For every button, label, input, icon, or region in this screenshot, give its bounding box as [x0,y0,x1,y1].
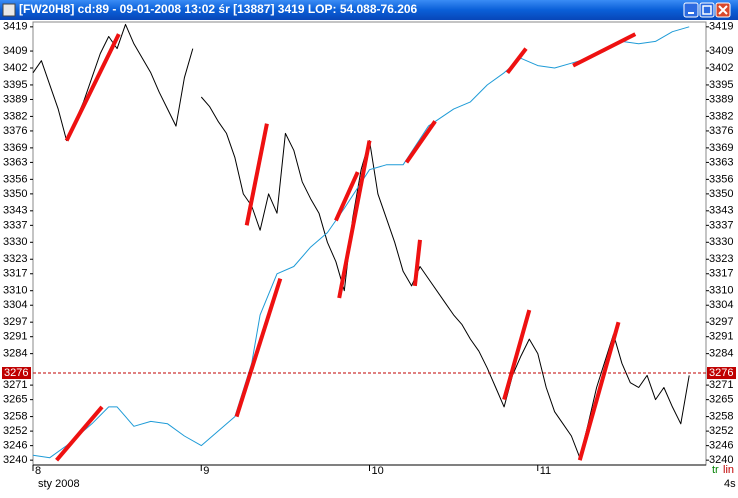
y-tick-label-right: 3382 [709,110,733,122]
y-tick-label-right: 3240 [709,454,733,466]
y-tick-label: 3409 [3,45,27,57]
trendline [244,123,269,226]
y-tick-label: 3389 [3,93,27,105]
maximize-button[interactable] [699,2,715,18]
last-price-box-left-label: 3276 [4,367,28,379]
y-tick-label-right: 3330 [709,236,733,248]
price-line [32,23,690,459]
trendline [577,321,621,461]
y-tick-label-right: 3402 [709,62,733,74]
x-period-label: sty 2008 [38,478,80,490]
last-price-box-right [707,367,736,380]
y-tick-label: 3246 [3,440,27,452]
trendline [404,120,437,164]
interval-indicator: 4s [724,478,736,490]
y-tick-label: 3265 [3,394,27,406]
y-tick-label: 3350 [3,188,27,200]
window-icon [2,3,16,17]
y-tick-label: 3402 [3,62,27,74]
last-price-box-right-label: 3276 [709,367,733,379]
y-tick-label-right: 3419 [709,21,733,33]
y-tick-label-right: 3356 [709,173,733,185]
minimize-button[interactable] [683,2,699,18]
y-tick-label: 3356 [3,173,27,185]
y-tick-label-right: 3337 [709,219,733,231]
y-tick-label-right: 3376 [709,125,733,137]
y-tick-label: 3252 [3,425,27,437]
y-tick-label: 3363 [3,156,27,168]
trendline [55,405,104,462]
y-tick-label: 3395 [3,79,27,91]
x-tick-label: 10 [372,465,384,477]
y-tick-label-right: 3343 [709,205,733,217]
y-tick-label-right: 3246 [709,440,733,452]
scale-indicator: lin [723,464,734,476]
trendline [412,239,422,287]
y-tick-label-right: 3258 [709,410,733,422]
y-tick-label-right: 3297 [709,316,733,328]
y-tick-label-right: 3310 [709,285,733,297]
x-tick-label: 11 [540,465,551,477]
y-tick-label-right: 3323 [709,253,733,265]
y-tick-label: 3382 [3,110,27,122]
y-tick-label-right: 3409 [709,45,733,57]
y-tick-label: 3258 [3,410,27,422]
y-tick-label: 3376 [3,125,27,137]
tr-indicator: tr [712,464,719,476]
y-tick-label-right: 3304 [709,299,733,311]
y-tick-label-right: 3395 [709,79,733,91]
y-tick-label: 3284 [3,348,27,360]
y-tick-label-right: 3284 [709,348,733,360]
y-tick-label: 3317 [3,268,27,280]
y-tick-label-right: 3271 [709,379,733,391]
y-tick-label: 3310 [3,285,27,297]
y-tick-label: 3419 [3,21,27,33]
y-tick-label: 3323 [3,253,27,265]
y-tick-label: 3271 [3,379,27,391]
x-tick-label: 8 [35,465,41,477]
y-tick-label-right: 3350 [709,188,733,200]
window-title: [FW20H8] cd:89 - 09-01-2008 13:02 śr [13… [19,2,418,16]
x-tick-label: 9 [203,465,209,477]
y-tick-label: 3337 [3,219,27,231]
y-tick-label: 3291 [3,331,27,343]
y-tick-label: 3240 [3,454,27,466]
trendline [505,47,528,75]
trendline [334,171,360,222]
y-tick-label-right: 3265 [709,394,733,406]
trendline [572,32,637,68]
trendline [234,277,283,418]
trendline [337,140,372,299]
trendline [502,309,532,401]
window-buttons[interactable] [683,2,731,18]
y-tick-label: 3343 [3,205,27,217]
y-tick-label-right: 3291 [709,331,733,343]
y-tick-label-right: 3363 [709,156,733,168]
y-tick-label: 3304 [3,299,27,311]
y-tick-label-right: 3369 [709,142,733,154]
y-tick-label-right: 3252 [709,425,733,437]
y-tick-label-right: 3317 [709,268,733,280]
y-tick-label: 3297 [3,316,27,328]
y-tick-label: 3330 [3,236,27,248]
last-price-box-left [2,367,31,380]
y-tick-label: 3369 [3,142,27,154]
trendline [64,33,121,142]
title-bar [0,0,738,20]
y-tick-label-right: 3389 [709,93,733,105]
